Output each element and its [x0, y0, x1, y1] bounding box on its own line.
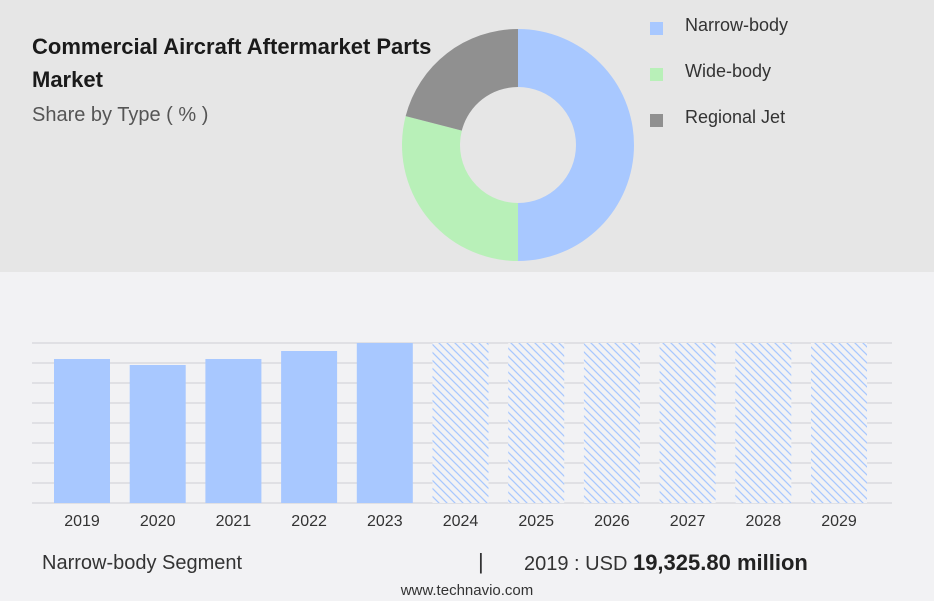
x-tick-label: 2028 [746, 513, 782, 530]
bar-2019 [54, 359, 110, 503]
donut-slice-narrow-body [518, 29, 634, 261]
chart-subtitle: Share by Type ( % ) [32, 104, 209, 126]
x-tick-label: 2022 [291, 513, 327, 530]
donut-slice-wide-body [401, 116, 518, 261]
x-tick-label: 2027 [670, 513, 706, 530]
x-tick-label: 2029 [821, 513, 857, 530]
bar-2028 [735, 343, 792, 503]
bar-2021 [205, 359, 262, 503]
footer-value-prefix: 2019 : USD [524, 553, 628, 575]
bar-2023 [356, 343, 413, 503]
x-tick-label: 2026 [594, 513, 630, 530]
donut-slice-regional-jet [405, 29, 518, 131]
footer-value: 2019 : USD 19,325.80 million [524, 550, 808, 576]
bar-2027 [659, 343, 716, 503]
chart-title: Commercial Aircraft Aftermarket Parts Ma… [32, 34, 432, 92]
x-tick-label: 2023 [367, 513, 403, 530]
x-tick-label: 2019 [64, 513, 100, 530]
legend-label: Narrow-body [685, 15, 789, 35]
bar-2025 [508, 343, 565, 503]
bar-2022 [281, 351, 338, 503]
legend-label: Regional Jet [685, 107, 786, 127]
bar-2029 [811, 343, 867, 503]
website-link[interactable]: www.technavio.com [400, 582, 534, 599]
x-tick-label: 2025 [518, 513, 554, 530]
x-tick-label: 2020 [140, 513, 176, 530]
footer-value-amount: 19,325.80 million [632, 550, 808, 575]
footer-separator: | [478, 549, 484, 574]
x-tick-label: 2021 [216, 513, 252, 530]
footer-segment-label: Narrow-body Segment [42, 552, 243, 574]
bar-2024 [432, 343, 489, 503]
bar-2026 [583, 343, 640, 503]
legend-label: Wide-body [685, 61, 772, 81]
bar-2020 [129, 365, 186, 503]
legend-swatch-narrow-body [650, 22, 663, 35]
bar-chart: 2019 2020 2021 2022 2023 2024 2025 2026 2027 2028… [32, 342, 892, 530]
legend-swatch-wide-body [650, 68, 663, 81]
x-tick-label: 2024 [443, 513, 479, 530]
donut-chart [401, 29, 634, 261]
legend-swatch-regional-jet [650, 114, 663, 127]
